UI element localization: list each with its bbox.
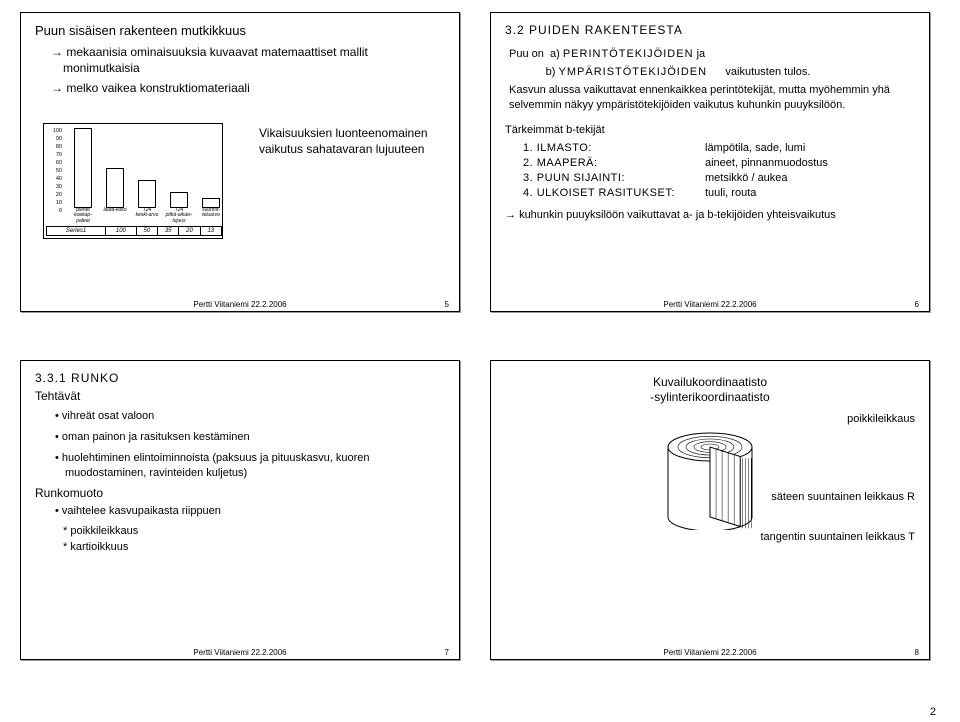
slide-6: 3.2 PUIDEN RAKENTEESTA Puu on a) PERINTÖ… [490,12,930,312]
slide6-list: Tärkeimmät b-tekijät 1. ILMASTO:lämpötil… [505,124,915,199]
slide5-line-1: melko vaikea konstruktiomateriaali [35,80,445,96]
slide6-list-rows: 1. ILMASTO:lämpötila, sade, lumi2. MAAPE… [505,142,915,199]
slide7-number: 7 [445,648,449,657]
slide8-label-tg: tangentin suuntainen leikkaus T [760,531,915,543]
slide7-sub: Tehtävät [35,389,445,403]
slide7-bullets2: vaihtelee kasvupaikasta riippuen [35,504,445,519]
slide6-footer: Pertti Viitaniemi 22.2.2006 [491,300,929,309]
slide8-number: 8 [915,648,919,657]
slide8-heading: Kuvailukoordinaatisto -sylinterikoordina… [505,375,915,405]
slide5-title: Puun sisäisen rakenteen mutkikkuus [35,23,445,38]
slide6-arrow-line: kuhunkin puuyksilöön vaikuttavat a- ja b… [505,209,915,221]
slide7-stars: poikkileikkauskartioikkuus [35,525,445,553]
slide7-bullets: vihreät osat valoonoman painon ja rasitu… [35,409,445,480]
slide5-chart: 1009080706050403020100pienetkoekap-palee… [43,123,223,239]
slide8-label-pk: poikkileikkaus [847,413,915,425]
slide-8: Kuvailukoordinaatisto -sylinterikoordina… [490,360,930,660]
slide5-chart-table: Series110050352013 [46,226,222,236]
slide6-body: Puu on a) PERINTÖTEKIJÖIDEN ja b) YMPÄRI… [505,47,915,112]
slide7-sub2: Runkomuoto [35,486,445,500]
slide7-footer: Pertti Viitaniemi 22.2.2006 [21,648,459,657]
slide5-footer: Pertti Viitaniemi 22.2.2006 [21,300,459,309]
slide8-diagram [650,425,770,530]
slide8-heading-l1: Kuvailukoordinaatisto [653,375,767,389]
slide5-line-0: mekaanisia ominaisuuksia kuvaavat matema… [35,44,445,76]
slide-5: Puun sisäisen rakenteen mutkikkuus mekaa… [20,12,460,312]
page-number: 2 [930,706,936,718]
slide6-number: 6 [915,300,919,309]
slide6-list-header: Tärkeimmät b-tekijät [505,124,915,136]
slide8-label-sr: säteen suuntainen leikkaus R [771,491,915,503]
slide8-footer: Pertti Viitaniemi 22.2.2006 [491,648,929,657]
slide5-chart-plot: 1009080706050403020100pienetkoekap-palee… [50,128,220,222]
cylinder-section-icon [650,425,770,530]
slide8-heading-l2: -sylinterikoordinaatisto [650,390,769,404]
slide5-number: 5 [445,300,449,309]
slide7-heading: 3.3.1 RUNKO [35,371,445,385]
slide5-chart-box: 1009080706050403020100pienetkoekap-palee… [43,123,223,239]
slide5-side-text: Vikaisuuksien luonteenomainen vaikutus s… [259,125,439,157]
slide-7: 3.3.1 RUNKO Tehtävät vihreät osat valoon… [20,360,460,660]
slide6-heading: 3.2 PUIDEN RAKENTEESTA [505,23,915,37]
page: Puun sisäisen rakenteen mutkikkuus mekaa… [0,0,960,722]
